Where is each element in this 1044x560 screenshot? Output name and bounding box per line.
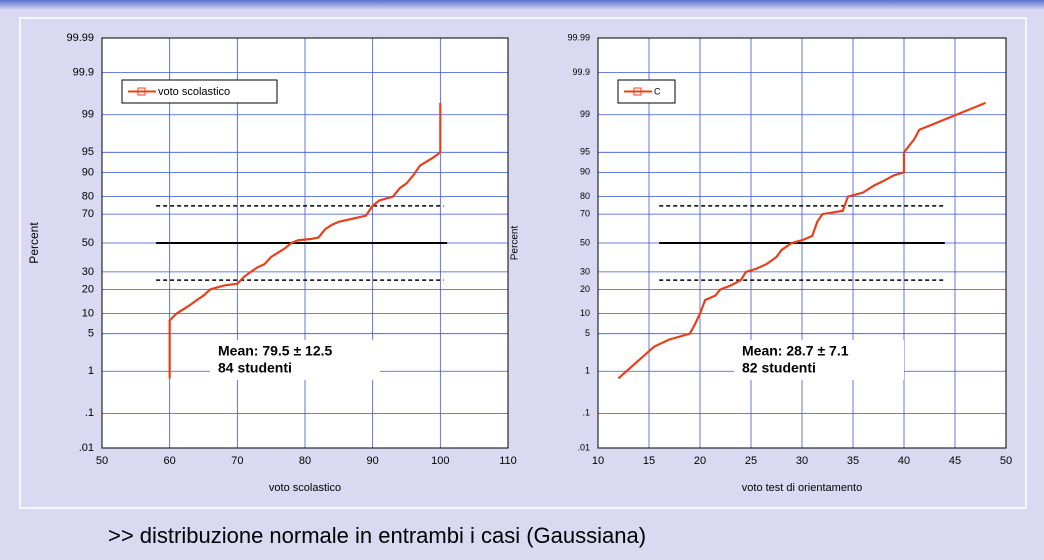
- x-tick-label: 40: [898, 455, 910, 467]
- series-line: [617, 101, 987, 380]
- legend-box: [121, 79, 278, 104]
- x-tick-label: 50: [1000, 455, 1012, 467]
- y-tick-label: 99.99: [66, 32, 94, 44]
- x-tick-label: 25: [745, 455, 757, 467]
- y-tick-label: 99: [82, 109, 94, 121]
- x-tick-label: 50: [96, 455, 108, 467]
- x-tick-label: 80: [299, 455, 311, 467]
- y-tick-label: 10: [580, 308, 590, 318]
- y-tick-label: 20: [580, 284, 590, 294]
- x-tick-label: 30: [796, 455, 808, 467]
- plot-frame: [101, 37, 509, 449]
- y-tick-label: 90: [82, 166, 94, 178]
- y-axis-label: Percent: [510, 226, 521, 261]
- y-tick-label: 5: [88, 328, 94, 340]
- y-tick-label: 90: [580, 167, 590, 177]
- y-tick-label: .01: [79, 442, 94, 454]
- x-tick-label: 15: [643, 455, 655, 467]
- y-tick-label: 99: [580, 109, 590, 119]
- annotation: 82 studenti: [742, 360, 816, 376]
- y-tick-label: 1: [88, 365, 94, 377]
- x-tick-label: 60: [164, 455, 176, 467]
- y-tick-label: 70: [82, 208, 94, 220]
- y-tick-label: 99.9: [73, 67, 94, 79]
- legend-marker: [137, 87, 146, 96]
- annotation: Mean: 79.5 ± 12.5: [218, 343, 333, 359]
- y-tick-label: 70: [580, 208, 590, 218]
- panel-frame: [19, 17, 1027, 509]
- x-tick-label: 90: [367, 455, 379, 467]
- y-tick-label: 50: [82, 237, 94, 249]
- x-tick-label: 110: [499, 455, 517, 467]
- y-tick-label: .1: [582, 408, 590, 418]
- y-tick-label: 80: [580, 191, 590, 201]
- y-tick-label: 20: [82, 283, 94, 295]
- x-axis-label: voto test di orientamento: [742, 482, 862, 494]
- x-tick-label: 100: [431, 455, 449, 467]
- y-tick-label: .01: [577, 442, 590, 452]
- y-tick-label: 5: [585, 328, 590, 338]
- top-bar: [0, 0, 1044, 10]
- y-tick-label: 30: [82, 266, 94, 278]
- footer: >> distribuzione normale in entrambi i c…: [108, 523, 646, 548]
- y-tick-label: 99.99: [567, 32, 590, 42]
- y-tick-label: 80: [82, 191, 94, 203]
- y-tick-label: 99.9: [572, 67, 590, 77]
- legend-label: voto scolastico: [158, 86, 230, 98]
- y-tick-label: 50: [580, 237, 590, 247]
- legend-label: C: [654, 86, 661, 96]
- series-line: [168, 102, 442, 379]
- y-tick-label: .1: [85, 407, 94, 419]
- x-tick-label: 70: [231, 455, 243, 467]
- y-tick-label: 95: [580, 147, 590, 157]
- annotation-bg: [210, 340, 380, 380]
- x-tick-label: 45: [949, 455, 961, 467]
- x-tick-label: 20: [694, 455, 706, 467]
- y-tick-label: 10: [82, 308, 94, 320]
- y-tick-label: 95: [82, 146, 94, 158]
- annotation: 84 studenti: [218, 360, 292, 376]
- x-tick-label: 35: [847, 455, 859, 467]
- legend-marker: [633, 87, 642, 96]
- y-tick-label: 30: [580, 266, 590, 276]
- y-tick-label: 1: [585, 366, 590, 376]
- x-axis-label: voto scolastico: [269, 482, 341, 494]
- x-tick-label: 10: [592, 455, 604, 467]
- plot-frame: [597, 37, 1007, 449]
- annotation: Mean: 28.7 ± 7.1: [742, 343, 849, 359]
- y-axis-label: Percent: [27, 222, 41, 264]
- annotation-bg: [734, 340, 904, 380]
